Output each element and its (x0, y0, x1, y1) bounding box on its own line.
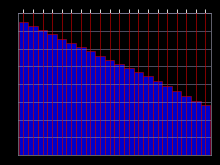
Bar (76, 47, 86, 155)
Bar (143, 76, 153, 155)
Bar (124, 68, 134, 155)
Bar (47, 34, 57, 155)
Bar (162, 86, 172, 155)
Bar (105, 60, 114, 155)
Bar (38, 30, 47, 155)
Bar (66, 43, 76, 155)
Bar (95, 56, 105, 155)
Bar (18, 22, 28, 155)
Bar (86, 51, 95, 155)
Bar (191, 101, 201, 155)
Bar (182, 96, 191, 155)
Bar (28, 26, 38, 155)
Bar (201, 105, 210, 155)
Bar (153, 81, 162, 155)
Bar (114, 64, 124, 155)
Bar (134, 72, 143, 155)
Bar (57, 39, 66, 155)
Bar (172, 91, 181, 155)
